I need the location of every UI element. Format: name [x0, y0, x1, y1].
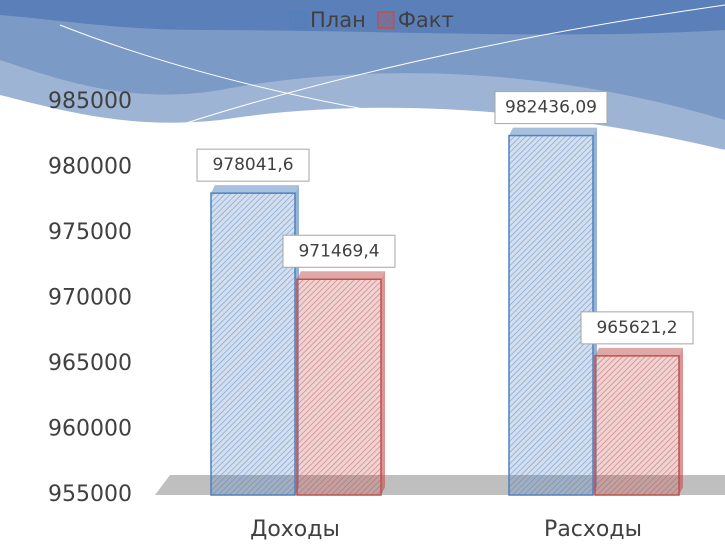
x-tick-label: Доходы: [250, 517, 340, 542]
bar: [509, 136, 593, 495]
data-label: 965621,2: [596, 318, 677, 338]
bar-top: [595, 348, 683, 356]
x-tick-label: Расходы: [544, 517, 642, 542]
legend-swatch: [378, 12, 394, 28]
data-label: 978041,6: [212, 155, 293, 175]
legend-label: Факт: [398, 8, 454, 32]
data-label: 971469,4: [298, 241, 379, 261]
bar-top: [211, 185, 299, 193]
chart: 955000 960000 965000 970000 975000 980000 9850…: [0, 0, 725, 553]
y-tick-label: 970000: [48, 286, 132, 311]
bar-top: [297, 271, 385, 279]
y-tick-label: 975000: [48, 220, 132, 245]
legend-swatch: [290, 12, 306, 28]
bar-top: [509, 128, 597, 136]
bar: [297, 279, 381, 495]
bar: [211, 193, 295, 495]
y-tick-label: 985000: [48, 89, 132, 114]
y-tick-label: 955000: [48, 482, 132, 507]
y-tick-label: 980000: [48, 155, 132, 180]
data-label: 982436,09: [505, 98, 597, 118]
y-tick-label: 960000: [48, 417, 132, 442]
y-tick-label: 965000: [48, 351, 132, 376]
bar: [595, 356, 679, 495]
legend-label: План: [310, 8, 366, 32]
